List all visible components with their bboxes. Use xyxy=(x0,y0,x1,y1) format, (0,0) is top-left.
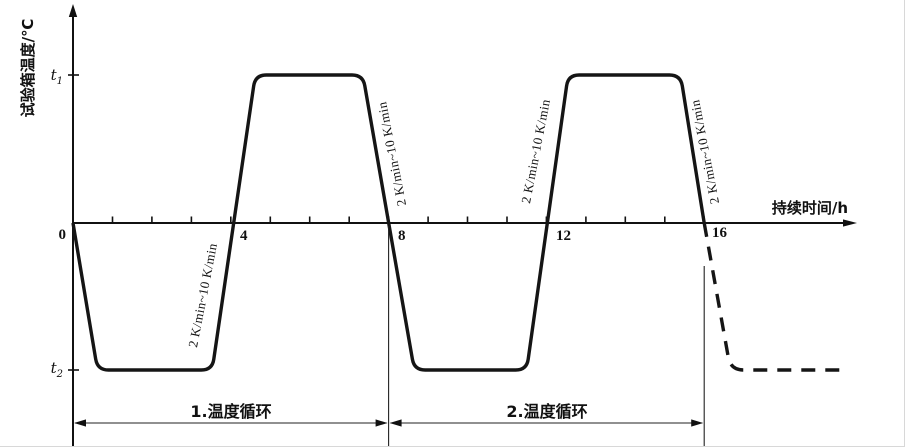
ramp-rate-label-3: 2 K/min~10 K/min xyxy=(518,98,553,205)
cycle-dimension-lines xyxy=(74,226,705,446)
dimension-arrow-right-icon xyxy=(375,419,388,427)
y-tick-label-t1: t1 xyxy=(51,66,63,87)
dimension-arrow-left-icon xyxy=(74,419,86,427)
origin-label: 0 xyxy=(59,227,67,243)
x-tick-label-12: 12 xyxy=(556,228,571,244)
x-tick-label-16: 16 xyxy=(712,225,728,241)
x-tick-label-4: 4 xyxy=(240,228,248,244)
x-axis-title: 持续时间/h xyxy=(772,199,848,217)
dimension-arrow-right-icon xyxy=(691,419,704,427)
ramp-rate-label-2: 2 K/min~10 K/min xyxy=(374,100,409,207)
cycle-2-label: 2.温度循环 xyxy=(506,402,587,421)
x-tick-label-8: 8 xyxy=(398,228,406,244)
ramp-rate-label-1: 2 K/min~10 K/min xyxy=(185,242,220,349)
x-axis-arrow-icon xyxy=(843,219,857,227)
y-axis-arrow-icon xyxy=(68,4,78,17)
y-tick-label-t2: t2 xyxy=(51,359,63,380)
y-axis-title: 试验箱温度/℃ xyxy=(19,19,37,118)
dimension-arrow-left-icon xyxy=(389,419,402,427)
cycle-1-label: 1.温度循环 xyxy=(190,402,271,421)
temperature-profile-curve-dashed xyxy=(702,222,847,372)
temperature-profile-curve xyxy=(71,73,706,372)
